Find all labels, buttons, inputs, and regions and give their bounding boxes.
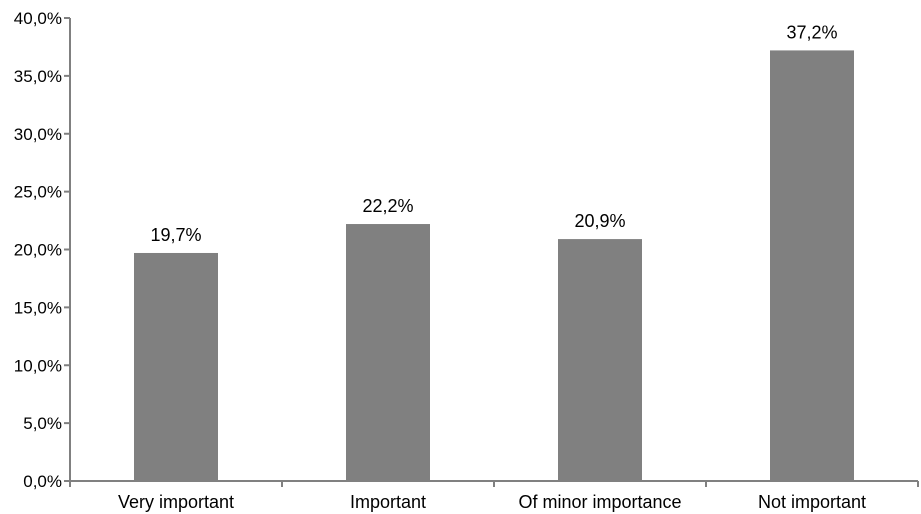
bar: [134, 252, 218, 481]
y-axis-ticks: 0,0% 5,0% 10,0% 15,0% 20,0% 25,0% 30,0% 35,0% 40…: [14, 9, 70, 491]
y-tick-label: 5,0%: [23, 414, 62, 433]
data-label: 20,9%: [574, 211, 625, 231]
data-label: 22,2%: [362, 196, 413, 216]
data-label: 37,2%: [786, 22, 837, 42]
category-label: Not important: [758, 492, 866, 512]
bar: [558, 239, 642, 481]
category-label: Of minor importance: [518, 492, 681, 512]
category-labels: Very important Important Of minor importan…: [118, 492, 866, 512]
y-tick-label: 15,0%: [14, 298, 62, 317]
data-labels: 19,7% 22,2% 20,9% 37,2%: [150, 22, 837, 245]
bars: [134, 50, 854, 481]
data-label: 19,7%: [150, 225, 201, 245]
y-tick-label: 30,0%: [14, 125, 62, 144]
bar: [770, 50, 854, 481]
category-label: Very important: [118, 492, 234, 512]
y-tick-label: 40,0%: [14, 9, 62, 28]
category-label: Important: [350, 492, 426, 512]
y-tick-label: 10,0%: [14, 356, 62, 375]
y-tick-label: 0,0%: [23, 472, 62, 491]
y-tick-label: 35,0%: [14, 67, 62, 86]
y-tick-label: 20,0%: [14, 241, 62, 260]
bar: [346, 224, 430, 481]
y-tick-label: 25,0%: [14, 183, 62, 202]
